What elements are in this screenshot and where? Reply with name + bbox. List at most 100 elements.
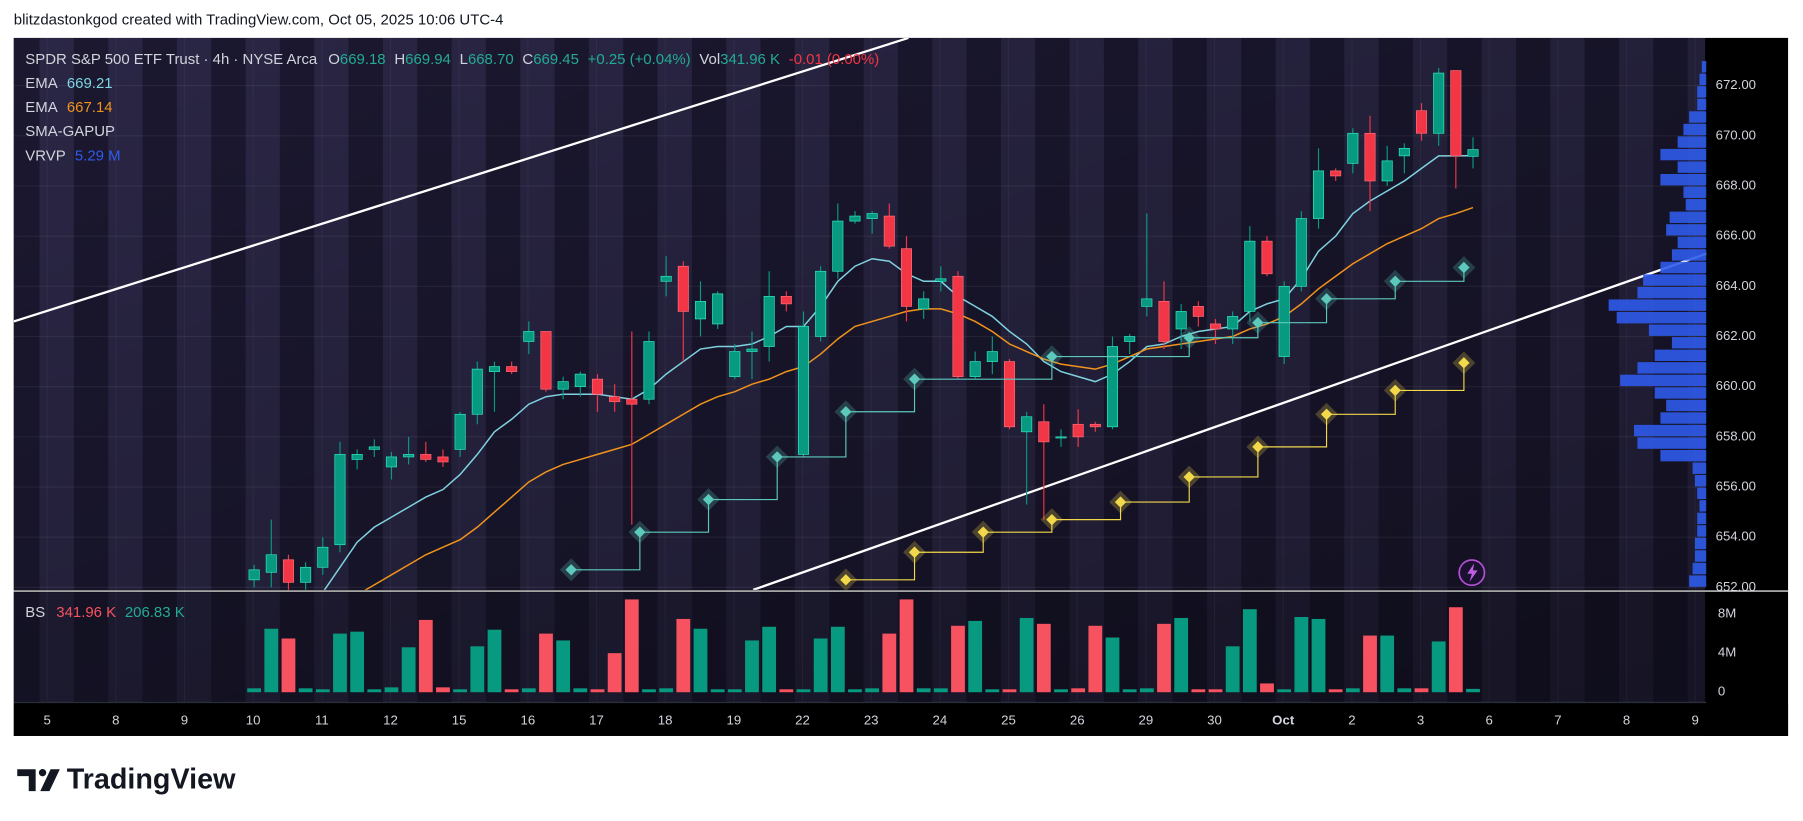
volume-bar [1448,607,1463,693]
x-tick-label: 17 [589,712,604,727]
profile-bar [1660,449,1707,462]
x-tick-label: 7 [1554,712,1561,727]
candle-body [385,456,397,468]
candle-body [1433,72,1445,134]
indicator-name: EMA [25,99,57,116]
volume-bar [607,653,622,693]
gap-marker [565,564,577,576]
candle-body [317,546,329,568]
gap-marker [1183,332,1195,344]
gap-marker [771,451,783,463]
axis-labels: 652.00 654.00 656.00 658.00 660.00 662.00 664.… [43,77,1756,727]
volume-tick-label: 0 [1718,684,1725,699]
volume-bar [882,633,897,693]
gap-marker [977,526,989,538]
y-tick-label: 654.00 [1716,529,1756,544]
candle-body [849,215,861,222]
candle-body [866,213,878,219]
candle-body [437,456,449,463]
volume-bar [848,689,862,693]
vol-label: Vol [699,51,720,68]
candle-body [1415,110,1428,134]
volume-bar [1260,683,1274,693]
volume-bar [1466,688,1480,693]
step-line [571,267,1465,571]
profile-bar [1699,500,1707,512]
profile-bar [1677,136,1707,148]
x-tick-label: 18 [658,712,673,727]
candle-body [1106,346,1119,428]
x-tick-label: 15 [452,712,467,727]
brand: TradingView [67,763,236,795]
candle-body [454,413,466,450]
profile-bar [1666,224,1707,236]
candle-body [1398,147,1410,157]
y-tick-label: 658.00 [1716,428,1756,443]
volume-legend: BS 341.96 K 206.83 K [25,604,184,621]
volume-bar [487,629,502,693]
volume-bar [916,688,931,693]
indicator-legend: EMA 669.21 EMA 667.14 SMA-GAPUP VRVP 5.29 M [25,75,120,164]
profile-bar [1669,211,1707,224]
candle-body [1244,240,1256,312]
candle-body [1330,170,1342,177]
x-tick-label: 11 [315,712,329,727]
candle-body [1072,423,1084,438]
x-tick-label: 9 [1692,712,1699,727]
volume-bar [384,687,399,693]
candle-body [1450,70,1462,157]
volume-bar [1225,646,1240,693]
ohlc-value: 669.45 [533,51,579,68]
volume-bar [418,619,433,693]
x-tick-label: 2 [1348,712,1355,727]
profile-bar [1671,249,1707,261]
x-tick-label: 29 [1139,712,1154,727]
profile-bar [1694,475,1707,487]
volume-bar [1380,635,1395,693]
volume-bar [796,689,811,693]
candle-body [574,373,586,388]
ema-line [323,154,1474,590]
x-tick-label: 9 [181,712,188,727]
x-tick-label: 25 [1001,712,1016,727]
candle-body [815,270,827,337]
trendlines [13,37,1707,590]
alert-bolt [1467,563,1478,582]
profile-bar [1637,437,1707,449]
profile-bar [1683,186,1707,198]
profile-bar [1692,462,1707,474]
profile-bar [1660,412,1707,424]
candle-body [1089,423,1101,428]
profile-bar [1608,299,1707,311]
profile-bar [1654,387,1707,399]
volume-bar [1414,688,1429,693]
candle-body [282,559,294,583]
indicator-value: 669.21 [67,75,113,92]
profile-bar [1689,575,1707,587]
legend-main: SPDR S&P 500 ETF Trust · 4h · NYSE Arca … [25,51,879,68]
volume-bar [1174,617,1189,693]
volume-bar [1191,689,1206,693]
candle-body [420,454,432,460]
candle-body [300,566,312,583]
volume-bar [1294,616,1309,693]
indicator-value: 667.14 [67,99,113,116]
volume-bar [659,688,674,693]
indicator-name: VRVP [25,147,65,164]
indicator-name: SMA-GAPUP [25,123,115,140]
candle-body [986,351,998,362]
profile-bar [1697,512,1707,525]
volume-bar [951,625,965,693]
x-tick-label: 8 [1623,712,1630,727]
volume-bar [710,689,725,693]
candle-body [660,275,672,282]
candle-body [506,366,518,372]
x-tick-label: 10 [246,712,261,727]
candle-body [677,265,689,312]
x-tick-label: 12 [383,712,398,727]
volume-bar [642,689,656,693]
candle-body [935,278,947,282]
profile-bar [1660,261,1707,274]
candle-body [1278,285,1290,357]
step-line [845,362,1465,581]
